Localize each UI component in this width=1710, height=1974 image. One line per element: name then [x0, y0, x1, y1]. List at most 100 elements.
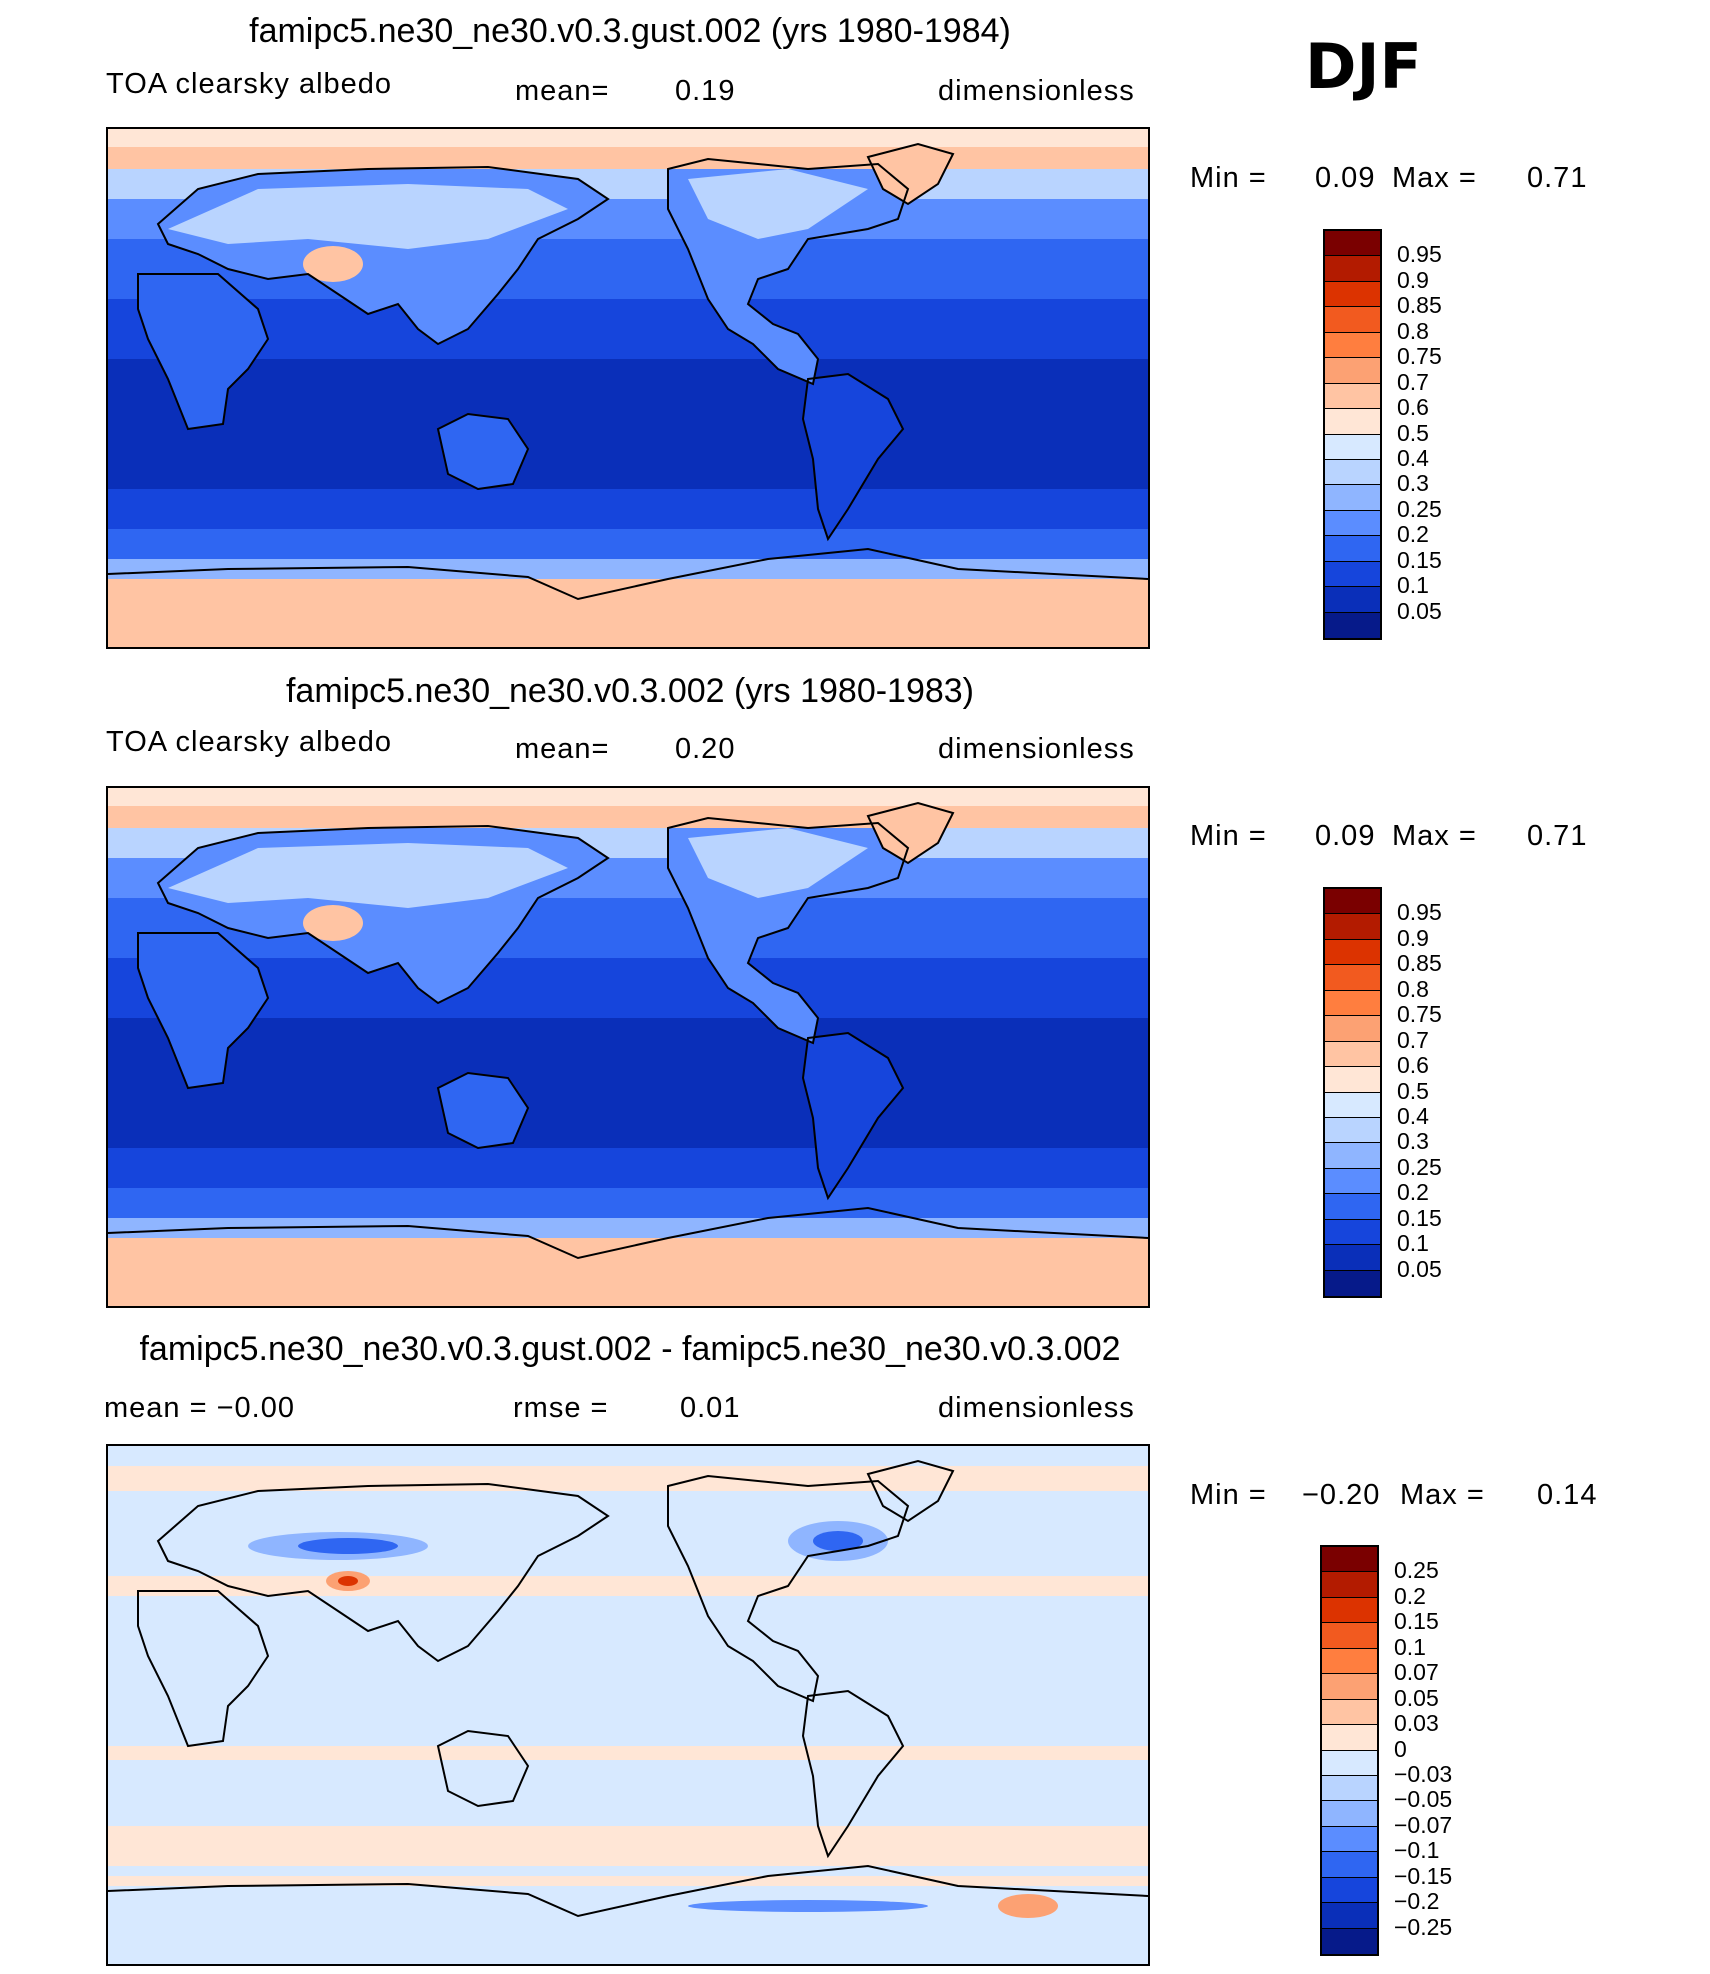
colorbar-swatch: [1325, 434, 1380, 460]
min-value: −0.20: [1302, 1479, 1381, 1511]
world-map: [106, 127, 1150, 649]
min-value: 0.09: [1315, 820, 1376, 852]
colorbar-swatch: [1322, 1877, 1377, 1904]
colorbar-swatch: [1322, 1852, 1377, 1878]
colorbar-label: 0.1: [1397, 1230, 1429, 1257]
colorbar-swatch: [1325, 1168, 1380, 1195]
units-label: dimensionless: [938, 1392, 1135, 1424]
colorbar-label: −0.07: [1394, 1811, 1453, 1838]
colorbar-swatch: [1322, 1674, 1377, 1700]
colorbar-swatch: [1325, 358, 1380, 384]
colorbar-swatch: [1322, 1725, 1377, 1751]
colorbar-label: −0.1: [1394, 1837, 1440, 1864]
colorbar-swatch: [1325, 965, 1380, 991]
colorbar-swatch: [1325, 536, 1380, 562]
colorbar-swatch: [1325, 1067, 1380, 1093]
world-map: [106, 786, 1150, 1308]
max-label: Max =: [1392, 162, 1477, 194]
colorbar-swatch: [1325, 332, 1380, 359]
colorbar-swatch: [1322, 1801, 1377, 1827]
colorbar-swatch: [1325, 409, 1380, 435]
colorbar-label: 0.4: [1397, 1102, 1429, 1129]
colorbar-swatch: [1325, 510, 1380, 537]
max-label: Max =: [1400, 1479, 1485, 1511]
colorbar-swatch: [1325, 914, 1380, 940]
mean-value: 0.20: [675, 733, 736, 765]
colorbar-swatch: [1325, 459, 1380, 486]
colorbar-swatch: [1325, 990, 1380, 1017]
colorbar-label: 0.6: [1397, 1052, 1429, 1079]
colorbar-label: 0.95: [1397, 899, 1442, 926]
colorbar-label: 0.2: [1394, 1582, 1426, 1609]
colorbar-swatch: [1325, 587, 1380, 613]
colorbar-label: 0.8: [1397, 317, 1429, 344]
variable-label: TOA clearsky albedo: [106, 726, 393, 758]
colorbar-swatch: [1322, 1597, 1377, 1624]
colorbar-label: −0.25: [1394, 1913, 1453, 1940]
max-value: 0.71: [1527, 820, 1588, 852]
colorbar-label: 0.95: [1397, 241, 1442, 268]
colorbar-swatch: [1325, 1245, 1380, 1271]
colorbar-swatch: [1325, 1041, 1380, 1068]
colorbar-swatch: [1322, 1623, 1377, 1649]
colorbar-label: 0.9: [1397, 266, 1429, 293]
colorbar-swatch: [1325, 307, 1380, 333]
colorbar-swatch: [1322, 1775, 1377, 1802]
max-value: 0.71: [1527, 162, 1588, 194]
colorbar-label: 0.2: [1397, 521, 1429, 548]
colorbar-label: 0.85: [1397, 292, 1442, 319]
colorbar-label: 0.05: [1397, 597, 1442, 624]
mean-label: mean=: [515, 733, 610, 765]
min-label: Min =: [1190, 1479, 1267, 1511]
colorbar-swatch: [1325, 1194, 1380, 1220]
colorbar-label: 0.15: [1394, 1608, 1439, 1635]
colorbar-label: 0.25: [1397, 1153, 1442, 1180]
colorbar-label: −0.15: [1394, 1862, 1453, 1889]
colorbar-label: −0.05: [1394, 1786, 1453, 1813]
min-label: Min =: [1190, 820, 1267, 852]
colorbar-label: 0.15: [1397, 546, 1442, 573]
colorbar-label: 0.5: [1397, 1077, 1429, 1104]
colorbar-label: 0.25: [1394, 1557, 1439, 1584]
colorbar-swatch: [1322, 1699, 1377, 1726]
min-label: Min =: [1190, 162, 1267, 194]
colorbar-label: 0.05: [1394, 1684, 1439, 1711]
colorbar-label: 0.8: [1397, 975, 1429, 1002]
colorbar-label: 0.1: [1394, 1633, 1426, 1660]
colorbar-swatch: [1322, 1547, 1377, 1573]
world-map-canvas: [108, 129, 1148, 647]
colorbar-label: 0.03: [1394, 1710, 1439, 1737]
colorbar-label: 0.1: [1397, 572, 1429, 599]
colorbar-label: 0.25: [1397, 495, 1442, 522]
mean-label: mean=: [515, 75, 610, 107]
colorbar: [1320, 1545, 1379, 1956]
colorbar-label: 0.75: [1397, 343, 1442, 370]
colorbar-label: −0.2: [1394, 1888, 1440, 1915]
colorbar-label: 0.2: [1397, 1179, 1429, 1206]
panel-title: famipc5.ne30_ne30.v0.3.002 (yrs 1980-198…: [285, 672, 975, 710]
panel-title: famipc5.ne30_ne30.v0.3.gust.002 (yrs 198…: [249, 12, 1011, 50]
panel-title: famipc5.ne30_ne30.v0.3.gust.002 - famipc…: [139, 1330, 1121, 1368]
colorbar-swatch: [1325, 485, 1380, 511]
units-label: dimensionless: [938, 733, 1135, 765]
colorbar-label: 0.3: [1397, 470, 1429, 497]
colorbar-label: 0.6: [1397, 394, 1429, 421]
variable-label: TOA clearsky albedo: [106, 68, 393, 100]
colorbar-swatch: [1325, 939, 1380, 966]
colorbar-label: 0.4: [1397, 444, 1429, 471]
colorbar-swatch: [1325, 889, 1380, 915]
colorbar-label: 0.07: [1394, 1659, 1439, 1686]
colorbar-label: 0.15: [1397, 1204, 1442, 1231]
colorbar-swatch: [1325, 1016, 1380, 1042]
colorbar: [1323, 887, 1382, 1298]
colorbar-swatch: [1322, 1572, 1377, 1598]
colorbar-swatch: [1325, 256, 1380, 282]
colorbar-swatch: [1322, 1826, 1377, 1853]
season-label: DJF: [1305, 30, 1422, 103]
colorbar-swatch: [1325, 1143, 1380, 1169]
world-map-canvas: [108, 1446, 1148, 1964]
world-map-canvas: [108, 788, 1148, 1306]
colorbar-label: 0.85: [1397, 950, 1442, 977]
colorbar-swatch: [1322, 1750, 1377, 1776]
colorbar-swatch: [1325, 281, 1380, 308]
